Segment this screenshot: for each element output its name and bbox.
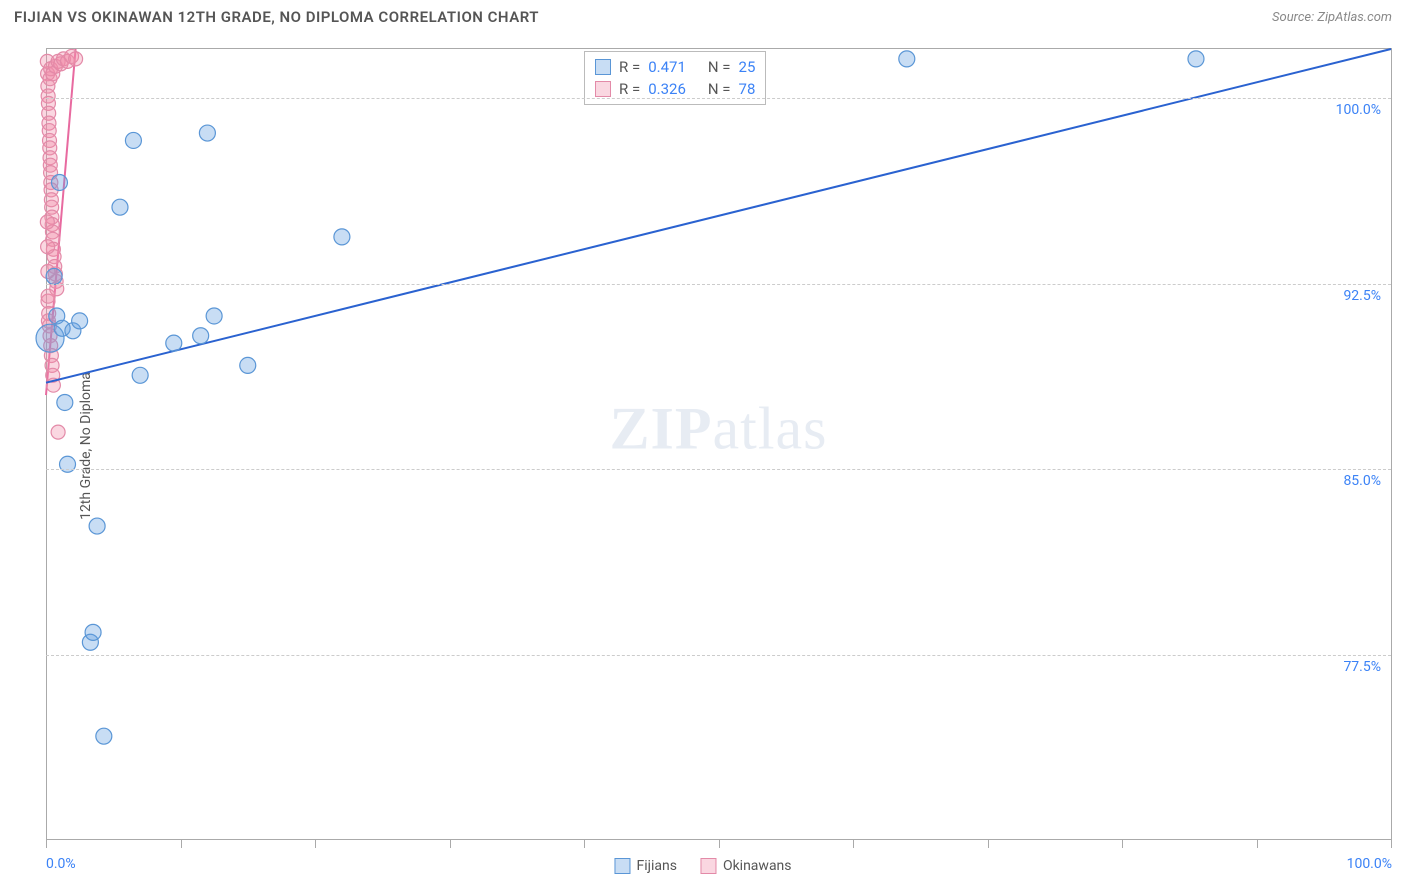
stats-swatch: [595, 59, 611, 75]
stats-r-label: R =: [619, 80, 640, 98]
stats-r-label: R =: [619, 58, 640, 76]
correlation-stats-box: R = 0.471 N = 25 R = 0.326 N = 78: [584, 51, 766, 105]
fijians-point: [57, 394, 73, 410]
fijians-point: [166, 335, 182, 351]
fijians-point: [112, 199, 128, 215]
stats-n-value: 78: [739, 80, 756, 98]
x-tick: [719, 840, 720, 848]
chart-source: Source: ZipAtlas.com: [1272, 10, 1392, 25]
y-tick-label: 77.5%: [1343, 659, 1381, 675]
okinawans-point: [51, 425, 65, 439]
stats-swatch: [595, 81, 611, 97]
legend-label: Fijians: [636, 858, 676, 874]
fijians-point: [72, 313, 88, 329]
gridline-h: [46, 655, 1391, 656]
x-tick: [181, 840, 182, 848]
fijians-point: [132, 367, 148, 383]
stats-n-label: N =: [708, 80, 731, 98]
x-tick: [1122, 840, 1123, 848]
x-tick: [450, 840, 451, 848]
gridline-h: [46, 98, 1391, 99]
okinawans-point: [69, 52, 83, 66]
fijians-point: [46, 268, 62, 284]
fijians-point: [199, 125, 215, 141]
gridline-h: [46, 469, 1391, 470]
fijians-point: [125, 132, 141, 148]
fijians-point: [240, 357, 256, 373]
gridline-h: [46, 284, 1391, 285]
chart-header: FIJIAN VS OKINAWAN 12TH GRADE, NO DIPLOM…: [0, 0, 1406, 32]
stats-r-value: 0.471: [648, 58, 686, 76]
fijians-point: [96, 728, 112, 744]
x-tick: [1257, 840, 1258, 848]
x-tick: [46, 840, 47, 848]
okinawans-point: [40, 215, 54, 229]
legend-swatch: [614, 858, 630, 874]
chart-plot-area: ZIPatlas R =0.471N =25R =0.326N =78 77.5…: [46, 48, 1392, 840]
x-tick: [584, 840, 585, 848]
fijians-point: [89, 518, 105, 534]
stats-r-value: 0.326: [648, 80, 686, 98]
y-tick-label: 92.5%: [1343, 288, 1381, 304]
fijians-point: [85, 624, 101, 640]
fijians-point: [899, 51, 915, 67]
y-tick-label: 100.0%: [1336, 102, 1381, 118]
legend-item: Fijians: [614, 858, 676, 874]
fijians-point: [51, 174, 67, 190]
fijians-point: [193, 328, 209, 344]
x-tick: [853, 840, 854, 848]
y-tick-label: 85.0%: [1343, 473, 1381, 489]
legend-item: Okinawans: [701, 858, 792, 874]
x-tick: [988, 840, 989, 848]
series-legend: Fijians Okinawans: [614, 858, 791, 874]
fijians-point: [334, 229, 350, 245]
stats-row: R = 0.471 N = 25: [595, 56, 755, 78]
fijians-point: [1188, 51, 1204, 67]
legend-label: Okinawans: [723, 858, 792, 874]
x-tick: [315, 840, 316, 848]
scatter-plot-svg: [46, 49, 1391, 840]
fijians-point: [206, 308, 222, 324]
okinawans-point: [41, 240, 55, 254]
chart-title: FIJIAN VS OKINAWAN 12TH GRADE, NO DIPLOM…: [14, 8, 539, 26]
x-tick: [1391, 840, 1392, 848]
x-axis-min-label: 0.0%: [46, 856, 76, 872]
okinawans-point: [41, 289, 55, 303]
stats-n-label: N =: [708, 58, 731, 76]
stats-row: R = 0.326 N = 78: [595, 78, 755, 100]
stats-n-value: 25: [739, 58, 756, 76]
legend-swatch: [701, 858, 717, 874]
x-axis-max-label: 100.0%: [1347, 856, 1392, 872]
